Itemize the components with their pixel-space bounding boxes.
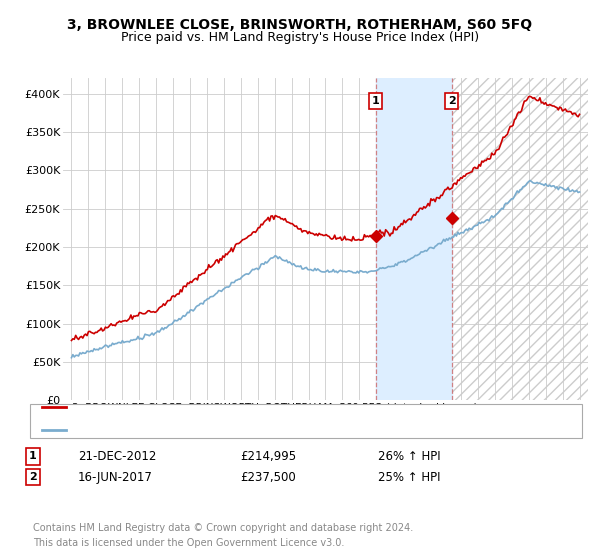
Text: Contains HM Land Registry data © Crown copyright and database right 2024.: Contains HM Land Registry data © Crown c… xyxy=(33,523,413,533)
Text: 25% ↑ HPI: 25% ↑ HPI xyxy=(378,470,440,484)
Bar xyxy=(452,78,588,400)
Text: 3, BROWNLEE CLOSE, BRINSWORTH, ROTHERHAM, S60 5FQ (detached house): 3, BROWNLEE CLOSE, BRINSWORTH, ROTHERHAM… xyxy=(72,402,478,412)
Bar xyxy=(376,78,452,400)
Bar xyxy=(452,78,588,400)
Text: Price paid vs. HM Land Registry's House Price Index (HPI): Price paid vs. HM Land Registry's House … xyxy=(121,31,479,44)
Text: 2: 2 xyxy=(29,472,37,482)
Text: 16-JUN-2017: 16-JUN-2017 xyxy=(78,470,153,484)
Text: 1: 1 xyxy=(372,96,380,106)
Text: £214,995: £214,995 xyxy=(240,450,296,463)
Text: 1: 1 xyxy=(29,451,37,461)
Text: 21-DEC-2012: 21-DEC-2012 xyxy=(78,450,157,463)
Text: HPI: Average price, detached house, Rotherham: HPI: Average price, detached house, Roth… xyxy=(72,424,322,435)
Text: 3, BROWNLEE CLOSE, BRINSWORTH, ROTHERHAM, S60 5FQ: 3, BROWNLEE CLOSE, BRINSWORTH, ROTHERHAM… xyxy=(67,18,533,32)
Text: £237,500: £237,500 xyxy=(240,470,296,484)
Text: 2: 2 xyxy=(448,96,456,106)
Text: This data is licensed under the Open Government Licence v3.0.: This data is licensed under the Open Gov… xyxy=(33,538,344,548)
Text: 26% ↑ HPI: 26% ↑ HPI xyxy=(378,450,440,463)
